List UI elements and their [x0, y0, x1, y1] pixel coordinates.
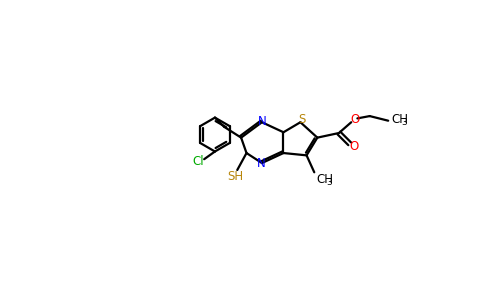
- Text: CH: CH: [317, 173, 333, 186]
- Text: 3: 3: [327, 178, 333, 187]
- Text: Cl: Cl: [192, 155, 204, 168]
- Text: O: O: [349, 140, 359, 153]
- Text: N: N: [257, 157, 266, 170]
- Text: SH: SH: [227, 170, 244, 183]
- Text: N: N: [258, 115, 267, 128]
- Text: CH: CH: [391, 113, 408, 126]
- Text: 3: 3: [401, 118, 407, 127]
- Text: O: O: [350, 113, 360, 126]
- Text: S: S: [298, 113, 305, 126]
